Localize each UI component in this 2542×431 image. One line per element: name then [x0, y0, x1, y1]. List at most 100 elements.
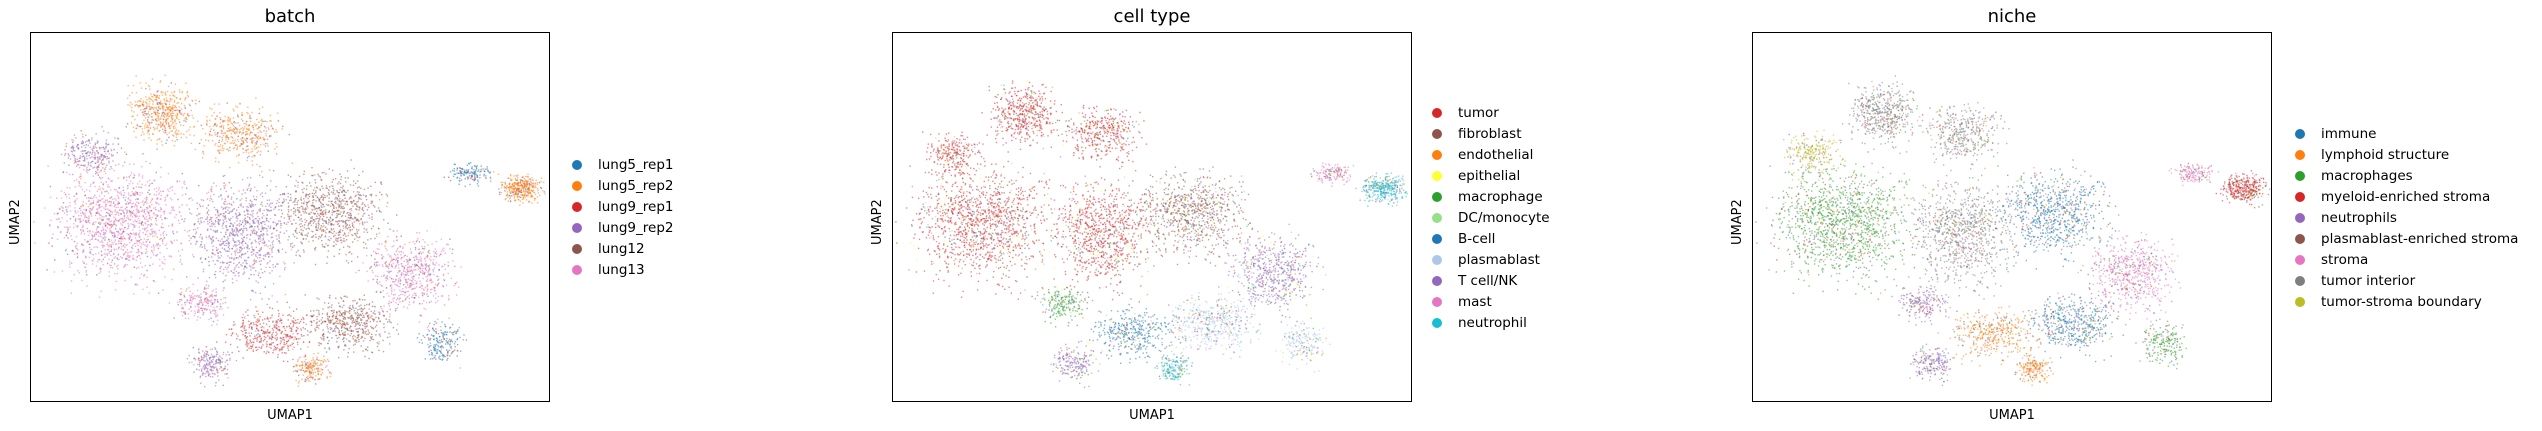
legend-marker — [572, 264, 582, 275]
plot-area — [1752, 32, 2272, 402]
legend-label: T cell/NK — [1458, 273, 1517, 289]
legend-item: mast — [1432, 291, 1550, 312]
legend-label: lung12 — [598, 241, 645, 257]
y-axis-label: UMAP2 — [1730, 199, 1745, 245]
plot-area — [30, 32, 550, 402]
point-cluster — [60, 126, 128, 183]
legend-item: lung12 — [572, 238, 674, 259]
legend-label: macrophages — [2321, 168, 2413, 184]
legend-label: epithelial — [1458, 168, 1520, 184]
legend-label: lymphoid structure — [2321, 147, 2449, 163]
legend: tumor fibroblast endothelial epithelial macr… — [1432, 102, 1550, 333]
legend-label: tumor-stroma boundary — [2321, 294, 2482, 310]
legend-marker — [572, 159, 582, 170]
legend-marker — [2295, 170, 2305, 181]
legend-marker — [572, 201, 582, 212]
legend-marker — [1432, 107, 1442, 118]
x-axis-label: UMAP1 — [1129, 408, 1175, 423]
legend-item: lung13 — [572, 259, 674, 280]
panel-niche: niche UMAP1 UMAP2 immune lymphoid structu… — [1720, 0, 2542, 431]
point-cluster — [2135, 319, 2187, 370]
legend-label: B-cell — [1458, 231, 1495, 247]
legend-marker — [1432, 128, 1442, 139]
legend-marker — [2295, 233, 2305, 244]
legend-item: tumor interior — [2295, 270, 2518, 291]
point-cluster — [1355, 172, 1408, 207]
legend-label: immune — [2321, 126, 2376, 142]
legend-label: myeloid-enriched stroma — [2321, 189, 2490, 205]
legend-marker — [1432, 296, 1442, 307]
legend-label: endothelial — [1458, 147, 1533, 163]
point-cluster — [292, 352, 332, 387]
point-cluster — [1275, 320, 1331, 373]
legend-item: stroma — [2295, 249, 2518, 270]
legend-marker — [2295, 296, 2305, 307]
legend-item: myeloid-enriched stroma — [2295, 186, 2518, 207]
point-cluster — [2014, 354, 2054, 386]
legend-item: neutrophil — [1432, 312, 1550, 333]
point-cluster — [1918, 101, 2010, 172]
legend-item: DC/monocyte — [1432, 207, 1550, 228]
point-cluster — [416, 321, 468, 369]
chart-title: cell type — [892, 6, 1412, 27]
legend-marker — [2295, 275, 2305, 286]
legend-label: lung5_rep2 — [598, 178, 674, 194]
legend-item: T cell/NK — [1432, 270, 1550, 291]
point-cluster — [1937, 305, 2044, 367]
y-axis-label: UMAP2 — [8, 199, 23, 245]
point-cluster — [2215, 170, 2271, 209]
point-cluster — [2077, 230, 2182, 323]
point-cluster — [2168, 162, 2220, 187]
legend-item: plasmablast-enriched stroma — [2295, 228, 2518, 249]
point-cluster — [1310, 162, 1355, 187]
panel-cell-type: cell type UMAP1 UMAP2 tumor fibroblast end… — [860, 0, 1720, 431]
point-cluster — [1034, 286, 1094, 328]
point-cluster — [33, 160, 201, 298]
legend-marker — [2295, 191, 2305, 202]
legend-label: lung13 — [598, 262, 645, 278]
point-cluster — [1039, 165, 1166, 306]
legend: immune lymphoid structure macrophages myelo… — [2295, 123, 2518, 312]
legend-label: plasmablast-enriched stroma — [2321, 231, 2518, 247]
legend-marker — [572, 222, 582, 233]
point-cluster — [1050, 340, 1101, 388]
point-cluster — [1895, 285, 1951, 326]
point-cluster — [216, 301, 325, 368]
point-cluster — [1059, 104, 1148, 170]
plot-area — [892, 32, 1412, 402]
point-cluster — [2018, 287, 2127, 363]
point-cluster — [443, 161, 495, 188]
legend-marker — [572, 180, 582, 191]
chart-title: niche — [1752, 6, 2272, 27]
legend-item: lymphoid structure — [2295, 144, 2518, 165]
chart-title: batch — [30, 6, 550, 27]
legend-item: macrophages — [2295, 165, 2518, 186]
point-cluster — [1078, 307, 1182, 364]
x-axis-label: UMAP1 — [267, 408, 313, 423]
legend-marker — [1432, 149, 1442, 160]
legend-item: neutrophils — [2295, 207, 2518, 228]
legend-item: lung5_rep1 — [572, 154, 674, 175]
point-cluster — [1218, 223, 1327, 327]
legend-label: stroma — [2321, 252, 2368, 268]
legend-label: lung9_rep2 — [598, 220, 674, 236]
point-cluster — [1783, 129, 1846, 182]
umap-scatter-niche — [1755, 75, 2271, 387]
x-axis-label: UMAP1 — [1989, 408, 2035, 423]
legend-item: plasmablast — [1432, 249, 1550, 270]
point-cluster — [497, 173, 546, 206]
legend-label: neutrophil — [1458, 315, 1527, 331]
legend-marker — [1432, 317, 1442, 328]
legend-marker — [1432, 191, 1442, 202]
legend-label: DC/monocyte — [1458, 210, 1550, 226]
point-cluster — [1154, 352, 1193, 386]
umap-scatter-cell-type — [895, 80, 1408, 388]
point-cluster — [1157, 291, 1262, 360]
legend-marker — [1432, 275, 1442, 286]
legend-label: lung9_rep1 — [598, 199, 674, 215]
legend-item: B-cell — [1432, 228, 1550, 249]
legend-marker — [2295, 128, 2305, 139]
legend-label: macrophage — [1458, 189, 1543, 205]
point-cluster — [1755, 151, 1927, 300]
y-axis-label: UMAP2 — [870, 199, 885, 245]
